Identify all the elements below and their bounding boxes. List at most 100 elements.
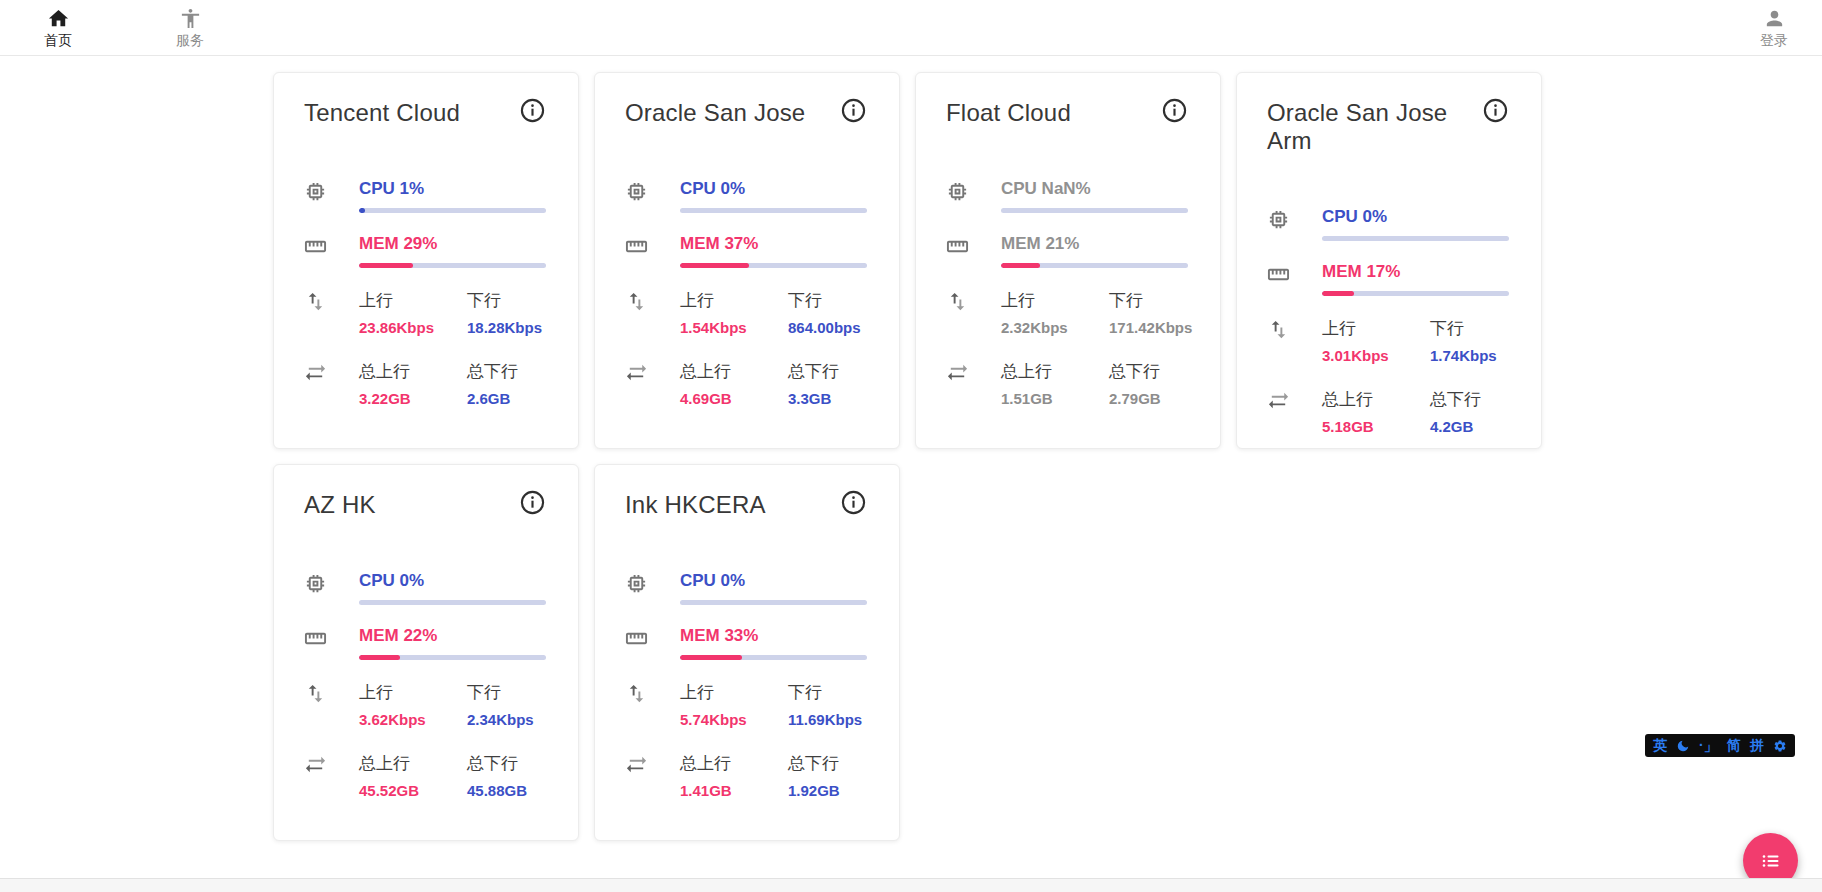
total-traffic-row: 总上行 4.69GB 总下行 3.3GB: [625, 360, 867, 407]
cpu-progressbar: [680, 600, 867, 605]
cpu-label: CPU 1%: [359, 179, 546, 199]
mem-row: MEM 37%: [625, 234, 867, 268]
cpu-progressbar: [359, 208, 546, 213]
upload-col: 上行 3.62Kbps: [359, 681, 467, 728]
accessibility-icon: [179, 7, 202, 30]
cpu-progressbar: [680, 208, 867, 213]
total-download-value: 2.6GB: [467, 390, 575, 407]
info-button[interactable]: [519, 97, 546, 124]
server-name: Oracle San Jose Arm: [1267, 99, 1482, 155]
info-button[interactable]: [840, 97, 867, 124]
dashboard-page: 首页 服务 登录 Tencent Cloud: [0, 0, 1822, 892]
total-download-value: 3.3GB: [788, 390, 896, 407]
total-download-col: 总下行 2.6GB: [467, 360, 575, 407]
server-card: Oracle San Jose Arm CPU 0%: [1236, 72, 1542, 449]
total-download-col: 总下行 2.79GB: [1109, 360, 1217, 407]
swap-vertical-icon: [625, 682, 648, 705]
card-header: Oracle San Jose: [625, 99, 867, 127]
swap-vertical-icon: [1267, 318, 1290, 341]
info-button[interactable]: [840, 489, 867, 516]
ime-punctuation-key[interactable]: ·」: [1699, 734, 1718, 757]
total-traffic-row: 总上行 3.22GB 总下行 2.6GB: [304, 360, 546, 407]
download-label: 下行: [1109, 289, 1217, 312]
total-traffic-row: 总上行 45.52GB 总下行 45.88GB: [304, 752, 546, 799]
swap-horizontal-icon: [625, 361, 648, 384]
upload-label: 上行: [359, 681, 467, 704]
nav-login-label: 登录: [1760, 32, 1788, 48]
card-stats: CPU 0% MEM 33%: [625, 571, 867, 799]
speed-row: 上行 3.62Kbps 下行 2.34Kbps: [304, 681, 546, 728]
mem-row: MEM 29%: [304, 234, 546, 268]
swap-horizontal-icon: [304, 753, 327, 776]
footer-edge: [0, 878, 1822, 892]
mem-progressbar: [1001, 263, 1188, 268]
card-stats: CPU 1% MEM 29%: [304, 179, 546, 407]
total-download-label: 总下行: [1109, 360, 1217, 383]
card-header: Oracle San Jose Arm: [1267, 99, 1509, 155]
memory-ruler-icon: [304, 627, 327, 650]
swap-horizontal-icon: [625, 753, 648, 776]
cpu-label: CPU 0%: [359, 571, 546, 591]
memory-ruler-icon: [625, 235, 648, 258]
nav-item-home[interactable]: 首页: [36, 7, 80, 48]
cpu-label: CPU 0%: [680, 571, 867, 591]
total-traffic-row: 总上行 1.51GB 总下行 2.79GB: [946, 360, 1188, 407]
gear-icon[interactable]: [1773, 739, 1787, 753]
top-nav: 首页 服务 登录: [0, 0, 1822, 56]
memory-ruler-icon: [1267, 263, 1290, 286]
download-label: 下行: [467, 681, 575, 704]
home-icon: [47, 7, 70, 30]
ime-status-bar: 英 ·」 简 拼: [1645, 734, 1795, 757]
server-name: Ink HKCERA: [625, 491, 766, 519]
cpu-chip-icon: [304, 572, 327, 595]
download-value: 11.69Kbps: [788, 711, 896, 728]
cpu-row: CPU 0%: [304, 571, 546, 605]
total-download-label: 总下行: [1430, 388, 1538, 411]
card-header: Tencent Cloud: [304, 99, 546, 127]
download-value: 171.42Kbps: [1109, 319, 1217, 336]
nav-item-login[interactable]: 登录: [1752, 7, 1796, 48]
total-download-label: 总下行: [467, 752, 575, 775]
download-col: 下行 864.00bps: [788, 289, 896, 336]
mem-label: MEM 29%: [359, 234, 546, 254]
mem-row: MEM 33%: [625, 626, 867, 660]
ime-lang-key[interactable]: 英: [1653, 734, 1667, 757]
ime-pinyin-key[interactable]: 拼: [1750, 734, 1764, 757]
download-col: 下行 1.74Kbps: [1430, 317, 1538, 364]
total-download-col: 总下行 1.92GB: [788, 752, 896, 799]
ime-simplified-key[interactable]: 简: [1727, 734, 1741, 757]
upload-label: 上行: [680, 289, 788, 312]
total-download-value: 45.88GB: [467, 782, 575, 799]
download-value: 1.74Kbps: [1430, 347, 1538, 364]
info-button[interactable]: [519, 489, 546, 516]
swap-horizontal-icon: [1267, 389, 1290, 412]
card-header: Float Cloud: [946, 99, 1188, 127]
total-upload-value: 1.51GB: [1001, 390, 1109, 407]
speed-row: 上行 2.32Kbps 下行 171.42Kbps: [946, 289, 1188, 336]
upload-value: 3.01Kbps: [1322, 347, 1430, 364]
total-upload-value: 45.52GB: [359, 782, 467, 799]
speed-row: 上行 5.74Kbps 下行 11.69Kbps: [625, 681, 867, 728]
total-upload-label: 总上行: [1001, 360, 1109, 383]
total-upload-col: 总上行 3.22GB: [359, 360, 467, 407]
total-download-value: 1.92GB: [788, 782, 896, 799]
cpu-progressbar: [1322, 236, 1509, 241]
info-button[interactable]: [1482, 97, 1509, 124]
info-button[interactable]: [1161, 97, 1188, 124]
cpu-chip-icon: [1267, 208, 1290, 231]
nav-item-services[interactable]: 服务: [168, 7, 212, 48]
memory-ruler-icon: [304, 235, 327, 258]
cpu-row: CPU 0%: [625, 571, 867, 605]
total-traffic-row: 总上行 5.18GB 总下行 4.2GB: [1267, 388, 1509, 435]
moon-icon[interactable]: [1676, 739, 1690, 753]
download-label: 下行: [467, 289, 575, 312]
server-card: AZ HK CPU 0%: [273, 464, 579, 841]
download-col: 下行 2.34Kbps: [467, 681, 575, 728]
card-stats: CPU 0% MEM 22%: [304, 571, 546, 799]
mem-progressbar: [1322, 291, 1509, 296]
swap-vertical-icon: [304, 682, 327, 705]
info-icon: [840, 489, 867, 516]
upload-label: 上行: [1322, 317, 1430, 340]
total-upload-value: 4.69GB: [680, 390, 788, 407]
cpu-label: CPU NaN%: [1001, 179, 1188, 199]
